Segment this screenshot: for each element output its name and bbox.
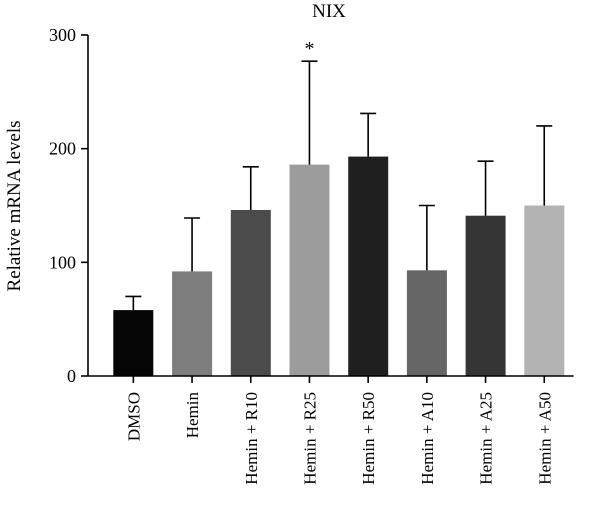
x-tick-label: DMSO xyxy=(124,392,143,441)
bar xyxy=(348,156,389,376)
bar xyxy=(465,215,506,376)
axes-layer: 0 100 200 300 DMSO Hemin Hemin + R10 Hemin + R2… xyxy=(49,25,574,485)
bar xyxy=(172,271,213,376)
chart-title: NIX xyxy=(312,1,346,22)
y-tick-label: 100 xyxy=(49,252,76,272)
bar xyxy=(113,310,154,376)
y-axis-label: Relative mRNA levels xyxy=(4,121,25,292)
significance-label: * xyxy=(304,38,314,60)
y-tick-label: 0 xyxy=(67,366,76,386)
y-tick-label: 300 xyxy=(49,25,76,45)
bar xyxy=(406,270,447,376)
x-tick-label: Hemin + R50 xyxy=(359,392,378,485)
x-tick-label: Hemin + A25 xyxy=(477,392,496,485)
x-tick-label: Hemin xyxy=(183,392,202,439)
x-tick-label: Hemin + R10 xyxy=(242,392,261,485)
bar xyxy=(230,210,271,376)
x-tick-label: Hemin + A10 xyxy=(418,392,437,485)
bar xyxy=(524,205,565,376)
bar xyxy=(289,164,330,376)
bars-layer: * xyxy=(113,38,565,376)
y-tick-label: 200 xyxy=(49,139,76,159)
x-tick-label: Hemin + A50 xyxy=(535,392,554,485)
x-tick-label: Hemin + R25 xyxy=(301,392,320,485)
